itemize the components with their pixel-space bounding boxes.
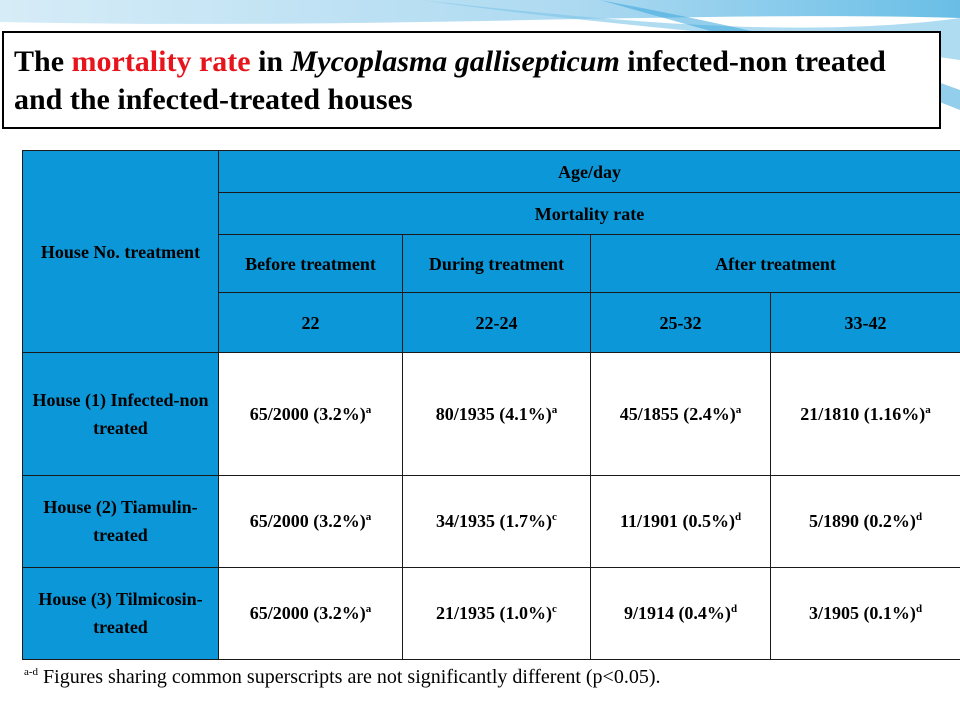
- mortality-header: Mortality rate: [218, 192, 960, 236]
- mortality-table: House No. treatment Age/day Mortality ra…: [22, 149, 960, 661]
- phase-during: During treatment: [402, 234, 591, 294]
- data-cell: 11/1901 (0.5%)d: [590, 474, 771, 568]
- footnote-superscript: a-d: [24, 666, 39, 678]
- phase-before: Before treatment: [218, 234, 403, 294]
- title-highlight: mortality rate: [71, 45, 251, 78]
- data-cell: 65/2000 (3.2%)a: [218, 474, 403, 568]
- slide-title: The mortality rate in Mycoplasma gallise…: [2, 31, 941, 129]
- table-row: House (3) Tilmicosin-treated 65/2000 (3.…: [22, 566, 960, 661]
- data-cell: 21/1810 (1.16%)a: [770, 352, 960, 476]
- data-cell: 45/1855 (2.4%)a: [590, 352, 771, 476]
- data-cell: 65/2000 (3.2%)a: [218, 352, 403, 476]
- data-cell: 80/1935 (4.1%)a: [402, 352, 591, 476]
- data-cell: 5/1890 (0.2%)d: [770, 474, 960, 568]
- age-cell: 33-42: [770, 292, 960, 354]
- title-species: Mycoplasma gallisepticum: [290, 45, 620, 78]
- footnote-text: Figures sharing common superscripts are …: [38, 666, 661, 688]
- data-cell: 3/1905 (0.1%)d: [770, 566, 960, 661]
- house-header: House No. treatment: [22, 149, 219, 354]
- table-row: House (1) Infected-non treated 65/2000 (…: [22, 352, 960, 476]
- title-text: The: [14, 45, 72, 78]
- phase-after: After treatment: [590, 234, 960, 294]
- background-swoosh: [0, 0, 960, 110]
- table-row: House (2) Tiamulin-treated 65/2000 (3.2%…: [22, 474, 960, 568]
- age-header: Age/day: [218, 149, 960, 194]
- age-cell: 22: [218, 292, 403, 354]
- house-label: House (1) Infected-non treated: [22, 352, 219, 476]
- footnote: a-d Figures sharing common superscripts …: [24, 664, 954, 690]
- age-cell: 25-32: [590, 292, 771, 354]
- data-cell: 65/2000 (3.2%)a: [218, 566, 403, 661]
- title-text: infected-non treated and the infected-tr…: [14, 45, 886, 116]
- title-text: in: [250, 45, 291, 78]
- data-cell: 34/1935 (1.7%)c: [402, 474, 591, 568]
- age-cell: 22-24: [402, 292, 591, 354]
- data-cell: 9/1914 (0.4%)d: [590, 566, 771, 661]
- data-cell: 21/1935 (1.0%)c: [402, 566, 591, 661]
- house-label: House (3) Tilmicosin-treated: [22, 566, 219, 661]
- house-label: House (2) Tiamulin-treated: [22, 474, 219, 568]
